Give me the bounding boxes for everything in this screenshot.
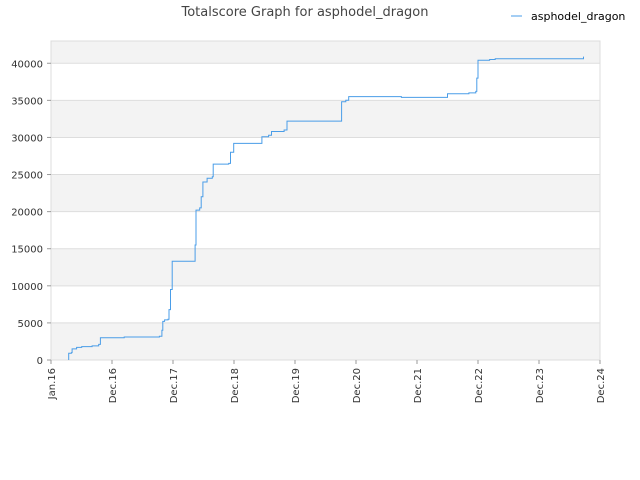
y-tick-label: 35000 bbox=[11, 96, 43, 107]
plot-band bbox=[51, 285, 600, 323]
plot-band bbox=[51, 137, 600, 175]
plot-band bbox=[51, 174, 600, 212]
y-tick-label: 5000 bbox=[18, 319, 43, 330]
y-tick-label: 30000 bbox=[11, 133, 43, 144]
x-tick-label: Dec.16 bbox=[108, 368, 119, 403]
y-tick-label: 0 bbox=[37, 356, 43, 367]
y-tick-label: 25000 bbox=[11, 171, 43, 182]
x-tick-label: Dec.20 bbox=[352, 368, 363, 403]
x-tick-label: Dec.24 bbox=[596, 368, 607, 403]
plot-band bbox=[51, 211, 600, 249]
chart-title: Totalscore Graph for asphodel_dragon bbox=[181, 5, 429, 20]
x-tick-label: Dec.21 bbox=[413, 368, 424, 403]
plot-band bbox=[51, 63, 600, 101]
x-axis: Jan.16 Dec.16 Dec.17 Dec.18 Dec.19 Dec.20 Dec.… bbox=[47, 360, 607, 403]
y-axis: 0 5000 10000 15000 20000 25000 30000 35000 40000 bbox=[11, 59, 51, 367]
x-tick-label: Dec.22 bbox=[474, 368, 485, 403]
x-tick-label: Jan.16 bbox=[47, 368, 58, 400]
grid-lines bbox=[51, 62, 600, 361]
plot-band bbox=[51, 322, 600, 360]
x-tick-label: Dec.23 bbox=[535, 368, 546, 403]
y-tick-label: 40000 bbox=[11, 59, 43, 70]
plot-band bbox=[51, 100, 600, 138]
legend-label: asphodel_dragon bbox=[531, 10, 625, 23]
plot-band bbox=[51, 248, 600, 286]
legend: asphodel_dragon bbox=[511, 10, 625, 23]
series-line bbox=[68, 56, 584, 360]
plot-background-bands bbox=[51, 41, 600, 360]
plot-band bbox=[51, 41, 600, 64]
x-tick-label: Dec.18 bbox=[230, 368, 241, 403]
plot-border bbox=[50, 40, 601, 361]
y-tick-label: 15000 bbox=[11, 245, 43, 256]
x-tick-label: Dec.19 bbox=[291, 368, 302, 403]
y-tick-label: 10000 bbox=[11, 282, 43, 293]
x-tick-label: Dec.17 bbox=[169, 368, 180, 403]
y-tick-label: 20000 bbox=[11, 208, 43, 219]
